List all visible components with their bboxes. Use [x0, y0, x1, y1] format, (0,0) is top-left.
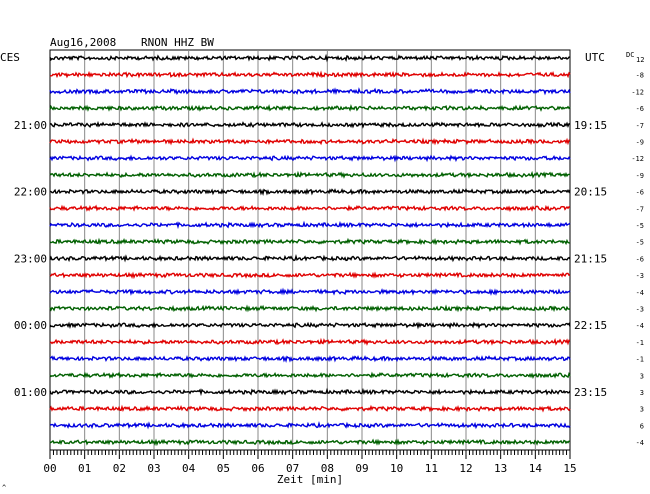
seismic-trace — [49, 137, 571, 146]
x-tick-label: 15 — [563, 462, 576, 475]
x-tick-label: 07 — [286, 462, 299, 475]
seismic-trace — [49, 53, 571, 63]
x-tick-label: 00 — [43, 462, 56, 475]
x-tick-label: 09 — [355, 462, 368, 475]
dc-offset-value: -1 — [636, 339, 644, 347]
seismic-trace — [49, 304, 571, 313]
dc-offset-value: -4 — [636, 322, 644, 330]
seismic-trace — [49, 253, 571, 263]
right-time-label: 23:15 — [574, 386, 607, 399]
seismic-trace — [49, 237, 571, 246]
seismic-trace — [49, 321, 571, 330]
right-time-label: 21:15 — [574, 252, 607, 265]
right-time-label: 22:15 — [574, 319, 607, 332]
left-timezone-header: CES — [0, 51, 20, 64]
dc-offset-value: 3 — [640, 389, 644, 397]
left-time-label: 01:00 — [14, 386, 47, 399]
right-time-label: 20:15 — [574, 186, 607, 199]
chart-title: Aug16,2008 — [50, 36, 116, 49]
dc-offset-value: -7 — [636, 122, 644, 130]
dc-offset-value: -4 — [636, 289, 644, 297]
left-time-label: 22:00 — [14, 186, 47, 199]
dc-offset-value: -1 — [636, 356, 644, 364]
x-tick-label: 14 — [529, 462, 543, 475]
dc-offset-value: -4 — [636, 439, 644, 447]
seismic-trace — [49, 420, 571, 430]
seismic-trace — [49, 355, 571, 363]
seismic-trace — [49, 371, 571, 379]
dc-offset-value: -7 — [636, 205, 644, 213]
seismic-trace — [49, 220, 571, 230]
left-time-label: 00:00 — [14, 319, 47, 332]
dc-offset-value: 3 — [640, 372, 644, 380]
seismic-trace — [49, 387, 571, 397]
left-time-label: 21:00 — [14, 119, 47, 132]
left-time-label: 23:00 — [14, 252, 47, 265]
seismic-trace — [49, 70, 571, 79]
x-tick-label: 02 — [113, 462, 126, 475]
x-tick-label: 04 — [182, 462, 196, 475]
seismic-trace — [49, 120, 571, 129]
x-tick-label: 06 — [251, 462, 264, 475]
seismic-trace — [49, 103, 571, 112]
dc-offset-value: -6 — [636, 189, 644, 197]
time-labels: 21:00 22:00 23:00 00:00 01:00 19:15 20:15 21:15… — [14, 72, 644, 447]
time-axis: 00 01 02 03 04 05 06 07 08 09 10 11 12 13 14 15 — [43, 450, 577, 475]
dc-offset-value: -6 — [636, 255, 644, 263]
dc-offset-value: -9 — [636, 139, 644, 147]
footer-mark: ^ — [2, 484, 6, 492]
right-timezone-header: UTC — [585, 51, 605, 64]
seismic-trace — [49, 204, 571, 212]
x-tick-label: 01 — [78, 462, 91, 475]
seismic-trace — [49, 438, 570, 447]
right-time-label: 19:15 — [574, 119, 607, 132]
dc-offset-value: -9 — [636, 172, 644, 180]
station-label: RNON HHZ BW — [141, 36, 214, 49]
seismic-trace — [49, 87, 571, 96]
x-tick-label: 10 — [390, 462, 403, 475]
dc-offset-value: -5 — [636, 239, 644, 247]
dc-header: DC — [626, 51, 634, 59]
seismic-trace — [49, 404, 571, 413]
x-tick-label: 05 — [217, 462, 230, 475]
x-tick-label: 12 — [459, 462, 472, 475]
minute-grid — [84, 50, 536, 450]
dc-offset-value: -8 — [636, 72, 644, 80]
seismic-trace — [49, 188, 571, 196]
seismic-trace — [49, 337, 571, 346]
x-tick-label: 03 — [147, 462, 160, 475]
dc-offset-value: -3 — [636, 272, 644, 280]
dc-offset-value: -5 — [636, 222, 644, 230]
x-tick-label: 11 — [425, 462, 438, 475]
dc-offset-value: 3 — [640, 406, 644, 414]
dc-offset-value: 6 — [640, 422, 644, 430]
seismic-trace — [49, 287, 571, 296]
seismic-trace — [49, 170, 571, 179]
dc-offset-value: -12 — [631, 155, 644, 163]
trace-group — [49, 53, 571, 447]
dc-offset-value: -12 — [631, 88, 644, 96]
x-tick-label: 13 — [494, 462, 507, 475]
dc-offset-value: -3 — [636, 306, 644, 314]
seismic-trace — [49, 271, 571, 280]
dc-offset-value: -6 — [636, 105, 644, 113]
dc-header-top-value: 12 — [636, 56, 644, 64]
x-tick-label: 08 — [321, 462, 334, 475]
x-axis-label: Zeit [min] — [277, 473, 343, 486]
seismic-trace — [49, 154, 571, 163]
